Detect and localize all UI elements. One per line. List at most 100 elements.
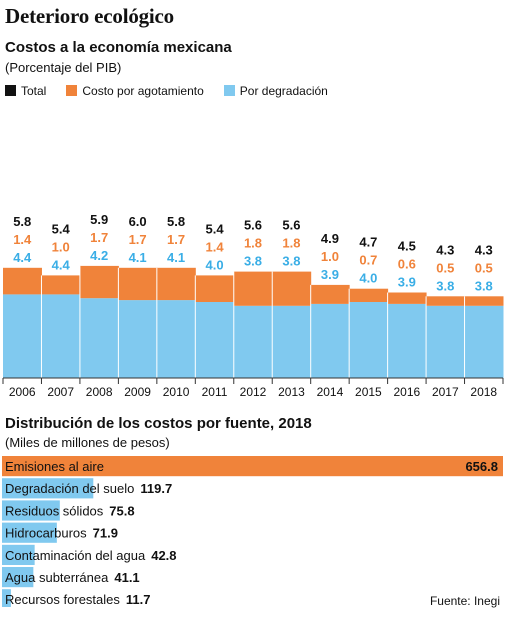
chart-title-distribucion: Distribución de los costos por fuente, 2… [5, 415, 312, 432]
page-title: Deterioro ecológico [5, 4, 174, 28]
label-degradacion-2016: 3.9 [398, 275, 416, 290]
bar-agotamiento-2007 [41, 275, 81, 295]
label-degradacion-2008: 4.2 [90, 248, 108, 263]
hbar-label-6: Recursos forestales [5, 592, 120, 607]
bar-agotamiento-2016 [387, 292, 427, 304]
label-degradacion-2009: 4.1 [129, 250, 147, 265]
bar-degradacion-2013 [272, 305, 312, 378]
legend-swatch-agotamiento [66, 85, 78, 96]
label-degradacion-2007: 4.4 [52, 257, 71, 272]
chart-unit-pib: (Porcentaje del PIB) [5, 60, 122, 75]
stacked-bar-chart: 5.8 1.4 4.4 2006 5.4 1.0 4.4 2007 5.9 1.7 4.2 2008 6… [2, 212, 504, 399]
x-tick-label-2011: 2011 [202, 385, 228, 399]
label-total-2006: 5.8 [13, 214, 31, 229]
chart-unit-pesos: (Miles de millones de pesos) [5, 435, 170, 450]
bar-agotamiento-2009 [118, 267, 158, 301]
hbar-label-2: Residuos sólidos [5, 503, 104, 518]
bar-degradacion-2009 [118, 300, 158, 378]
label-degradacion-2013: 3.8 [282, 254, 300, 269]
hbar-3 [2, 522, 57, 543]
x-tick-label-2014: 2014 [317, 385, 344, 399]
label-total-2014: 4.9 [321, 231, 339, 246]
x-tick-label-2013: 2013 [278, 385, 305, 399]
source-note: Fuente: Inegi [429, 594, 500, 608]
bar-agotamiento-2013 [272, 271, 312, 306]
x-tick-label-2018: 2018 [470, 385, 497, 399]
legend-item-agotamiento: Costo por agotamiento [66, 84, 204, 98]
label-total-2012: 5.6 [244, 218, 262, 233]
hbar-4 [2, 544, 35, 565]
bar-agotamiento-2017 [426, 296, 466, 306]
label-agotamiento-2009: 1.7 [129, 232, 147, 247]
x-tick-label-2012: 2012 [240, 385, 267, 399]
hbar-6 [2, 589, 11, 607]
label-degradacion-2015: 4.0 [359, 271, 377, 286]
label-total-2016: 4.5 [398, 239, 416, 254]
legend-swatch-degradacion [223, 85, 235, 96]
x-tick-label-2008: 2008 [86, 385, 113, 399]
label-total-2009: 6.0 [129, 214, 147, 229]
bar-degradacion-2016 [387, 303, 427, 378]
x-tick-label-2015: 2015 [355, 385, 382, 399]
hbar-label-5: Agua subterránea [5, 570, 109, 585]
hbar-label-0: Emisiones al aire [5, 459, 104, 474]
bar-agotamiento-2010 [156, 267, 196, 301]
bar-degradacion-2011 [195, 302, 235, 378]
hbar-5 [2, 567, 34, 588]
hbar-value-0: 656.8 [465, 459, 498, 474]
hbar-value-3: 71.9 [93, 526, 118, 541]
legend-label-agotamiento: Costo por agotamiento [82, 84, 204, 98]
label-degradacion-2014: 3.9 [321, 267, 339, 282]
bar-agotamiento-2008 [79, 265, 119, 299]
hbar-label-4: Contaminación del agua [5, 548, 146, 563]
x-tick-label-2006: 2006 [9, 385, 36, 399]
label-degradacion-2012: 3.8 [244, 254, 262, 269]
label-agotamiento-2018: 0.5 [475, 260, 493, 275]
bar-degradacion-2008 [79, 298, 119, 378]
bar-degradacion-2017 [426, 305, 466, 378]
label-agotamiento-2017: 0.5 [436, 260, 454, 275]
bar-degradacion-2010 [156, 300, 196, 378]
hbar-value-1: 119.7 [140, 481, 172, 496]
bar-agotamiento-2006 [3, 267, 42, 295]
label-agotamiento-2007: 1.0 [52, 239, 70, 254]
bar-agotamiento-2014 [310, 284, 350, 304]
label-agotamiento-2012: 1.8 [244, 236, 262, 251]
label-total-2007: 5.4 [52, 221, 71, 236]
chart-title-costos: Costos a la economía mexicana [5, 39, 232, 56]
bar-agotamiento-2012 [233, 271, 273, 306]
label-degradacion-2011: 4.0 [205, 257, 223, 272]
legend-label-total: Total [21, 84, 47, 98]
bar-agotamiento-2015 [349, 288, 389, 302]
label-total-2015: 4.7 [359, 235, 377, 250]
label-total-2010: 5.8 [167, 214, 185, 229]
horizontal-bar-chart: Emisiones al aire 656.8 Degradación del su… [2, 456, 503, 607]
legend-swatch-total [5, 85, 16, 96]
bar-degradacion-2007 [41, 294, 81, 378]
label-agotamiento-2016: 0.6 [398, 257, 416, 272]
label-total-2013: 5.6 [282, 218, 300, 233]
hbar-label-3: Hidrocarburos [5, 526, 87, 541]
label-total-2017: 4.3 [436, 242, 454, 257]
x-tick-label-2017: 2017 [432, 385, 459, 399]
legend-item-degradacion: Por degradación [223, 84, 328, 98]
label-agotamiento-2013: 1.8 [282, 236, 300, 251]
bar-degradacion-2018 [464, 305, 504, 378]
label-agotamiento-2015: 0.7 [359, 253, 377, 268]
hbar-2 [2, 500, 60, 521]
label-degradacion-2017: 3.8 [436, 278, 454, 293]
bar-degradacion-2006 [3, 294, 42, 378]
label-degradacion-2010: 4.1 [167, 250, 185, 265]
x-tick-label-2016: 2016 [393, 385, 420, 399]
label-total-2018: 4.3 [475, 242, 493, 257]
hbar-value-5: 41.1 [114, 570, 139, 585]
hbar-value-4: 42.8 [151, 548, 176, 563]
hbar-value-6: 11.7 [126, 592, 151, 607]
label-total-2008: 5.9 [90, 212, 108, 227]
label-agotamiento-2006: 1.4 [13, 232, 32, 247]
label-agotamiento-2008: 1.7 [90, 230, 108, 245]
hbar-label-1: Degradación del suelo [5, 481, 134, 496]
x-tick-label-2009: 2009 [124, 385, 151, 399]
bar-agotamiento-2018 [464, 296, 504, 306]
bar-degradacion-2014 [310, 303, 350, 378]
